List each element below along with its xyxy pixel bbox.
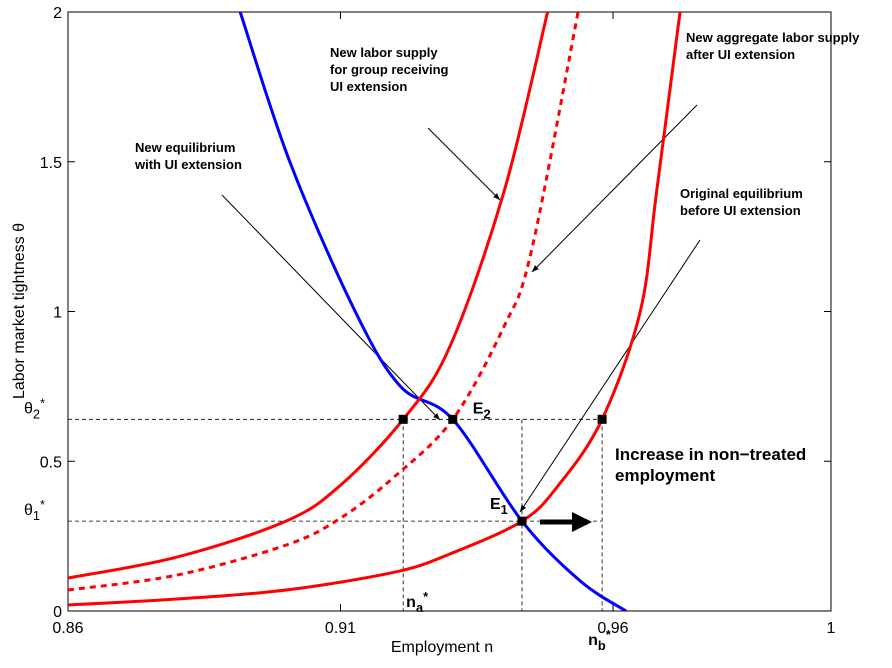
annotation: before UI extension <box>680 203 801 218</box>
x-axis-label: Employment n <box>391 639 493 656</box>
math-label: E2 <box>473 400 491 421</box>
equilibrium-point <box>597 414 607 424</box>
curve <box>68 12 550 580</box>
y-tick-label: 1.5 <box>40 155 62 172</box>
math-label: nb* <box>588 627 611 653</box>
symbol: n <box>406 594 416 611</box>
arrow <box>427 127 501 201</box>
curve <box>238 12 627 611</box>
superscript: * <box>40 497 45 512</box>
math-label: na* <box>406 589 428 615</box>
annotation: employment <box>615 466 715 485</box>
symbol: E <box>490 496 501 513</box>
arrow <box>221 194 441 421</box>
subscript: 2 <box>33 406 40 421</box>
subscript: 2 <box>483 406 490 421</box>
symbol: θ <box>24 502 33 519</box>
y-tick-label: 0.5 <box>40 454 62 471</box>
x-tick-label: 0.96 <box>597 620 628 637</box>
superscript: * <box>40 395 45 410</box>
equilibrium-point <box>398 414 408 424</box>
y-tick-label: 2 <box>53 5 62 22</box>
y-tick-label: 1 <box>53 305 62 322</box>
curve <box>68 12 682 607</box>
symbol: θ <box>24 400 33 417</box>
annotation: New aggregate labor supply <box>686 30 860 45</box>
superscript: * <box>606 627 611 642</box>
arrow <box>519 239 701 513</box>
symbol: n <box>588 632 598 649</box>
equilibrium-point <box>517 516 527 526</box>
curve <box>68 12 580 592</box>
annotation: for group receiving <box>330 62 449 77</box>
y-tick-label: 0 <box>53 604 62 621</box>
annotation: Original equilibrium <box>680 186 803 201</box>
arrows <box>221 104 701 532</box>
math-label: θ2* <box>24 395 45 421</box>
superscript: * <box>423 589 428 604</box>
symbol: E <box>473 400 484 417</box>
subscript: a <box>416 600 424 615</box>
equilibrium-point <box>448 414 458 424</box>
annotation: with UI extension <box>134 157 242 172</box>
annotation: New labor supply <box>330 45 438 60</box>
annotation: UI extension <box>330 79 407 94</box>
subscript: b <box>598 638 606 653</box>
arrow <box>531 104 698 273</box>
annotation: after UI extension <box>686 47 795 62</box>
x-tick-label: 0.91 <box>325 620 356 637</box>
x-tick-label: 1 <box>827 620 836 637</box>
math-label: θ1* <box>24 497 45 523</box>
y-axis-label: Labor market tightness θ <box>11 223 28 399</box>
annotation: Increase in non−treated <box>615 445 806 464</box>
x-tick-label: 0.86 <box>52 620 83 637</box>
math-label: E1 <box>490 496 508 517</box>
annotation: New equilibrium <box>135 140 235 155</box>
plot-frame <box>67 11 832 612</box>
subscript: 1 <box>501 502 508 517</box>
subscript: 1 <box>33 508 40 523</box>
